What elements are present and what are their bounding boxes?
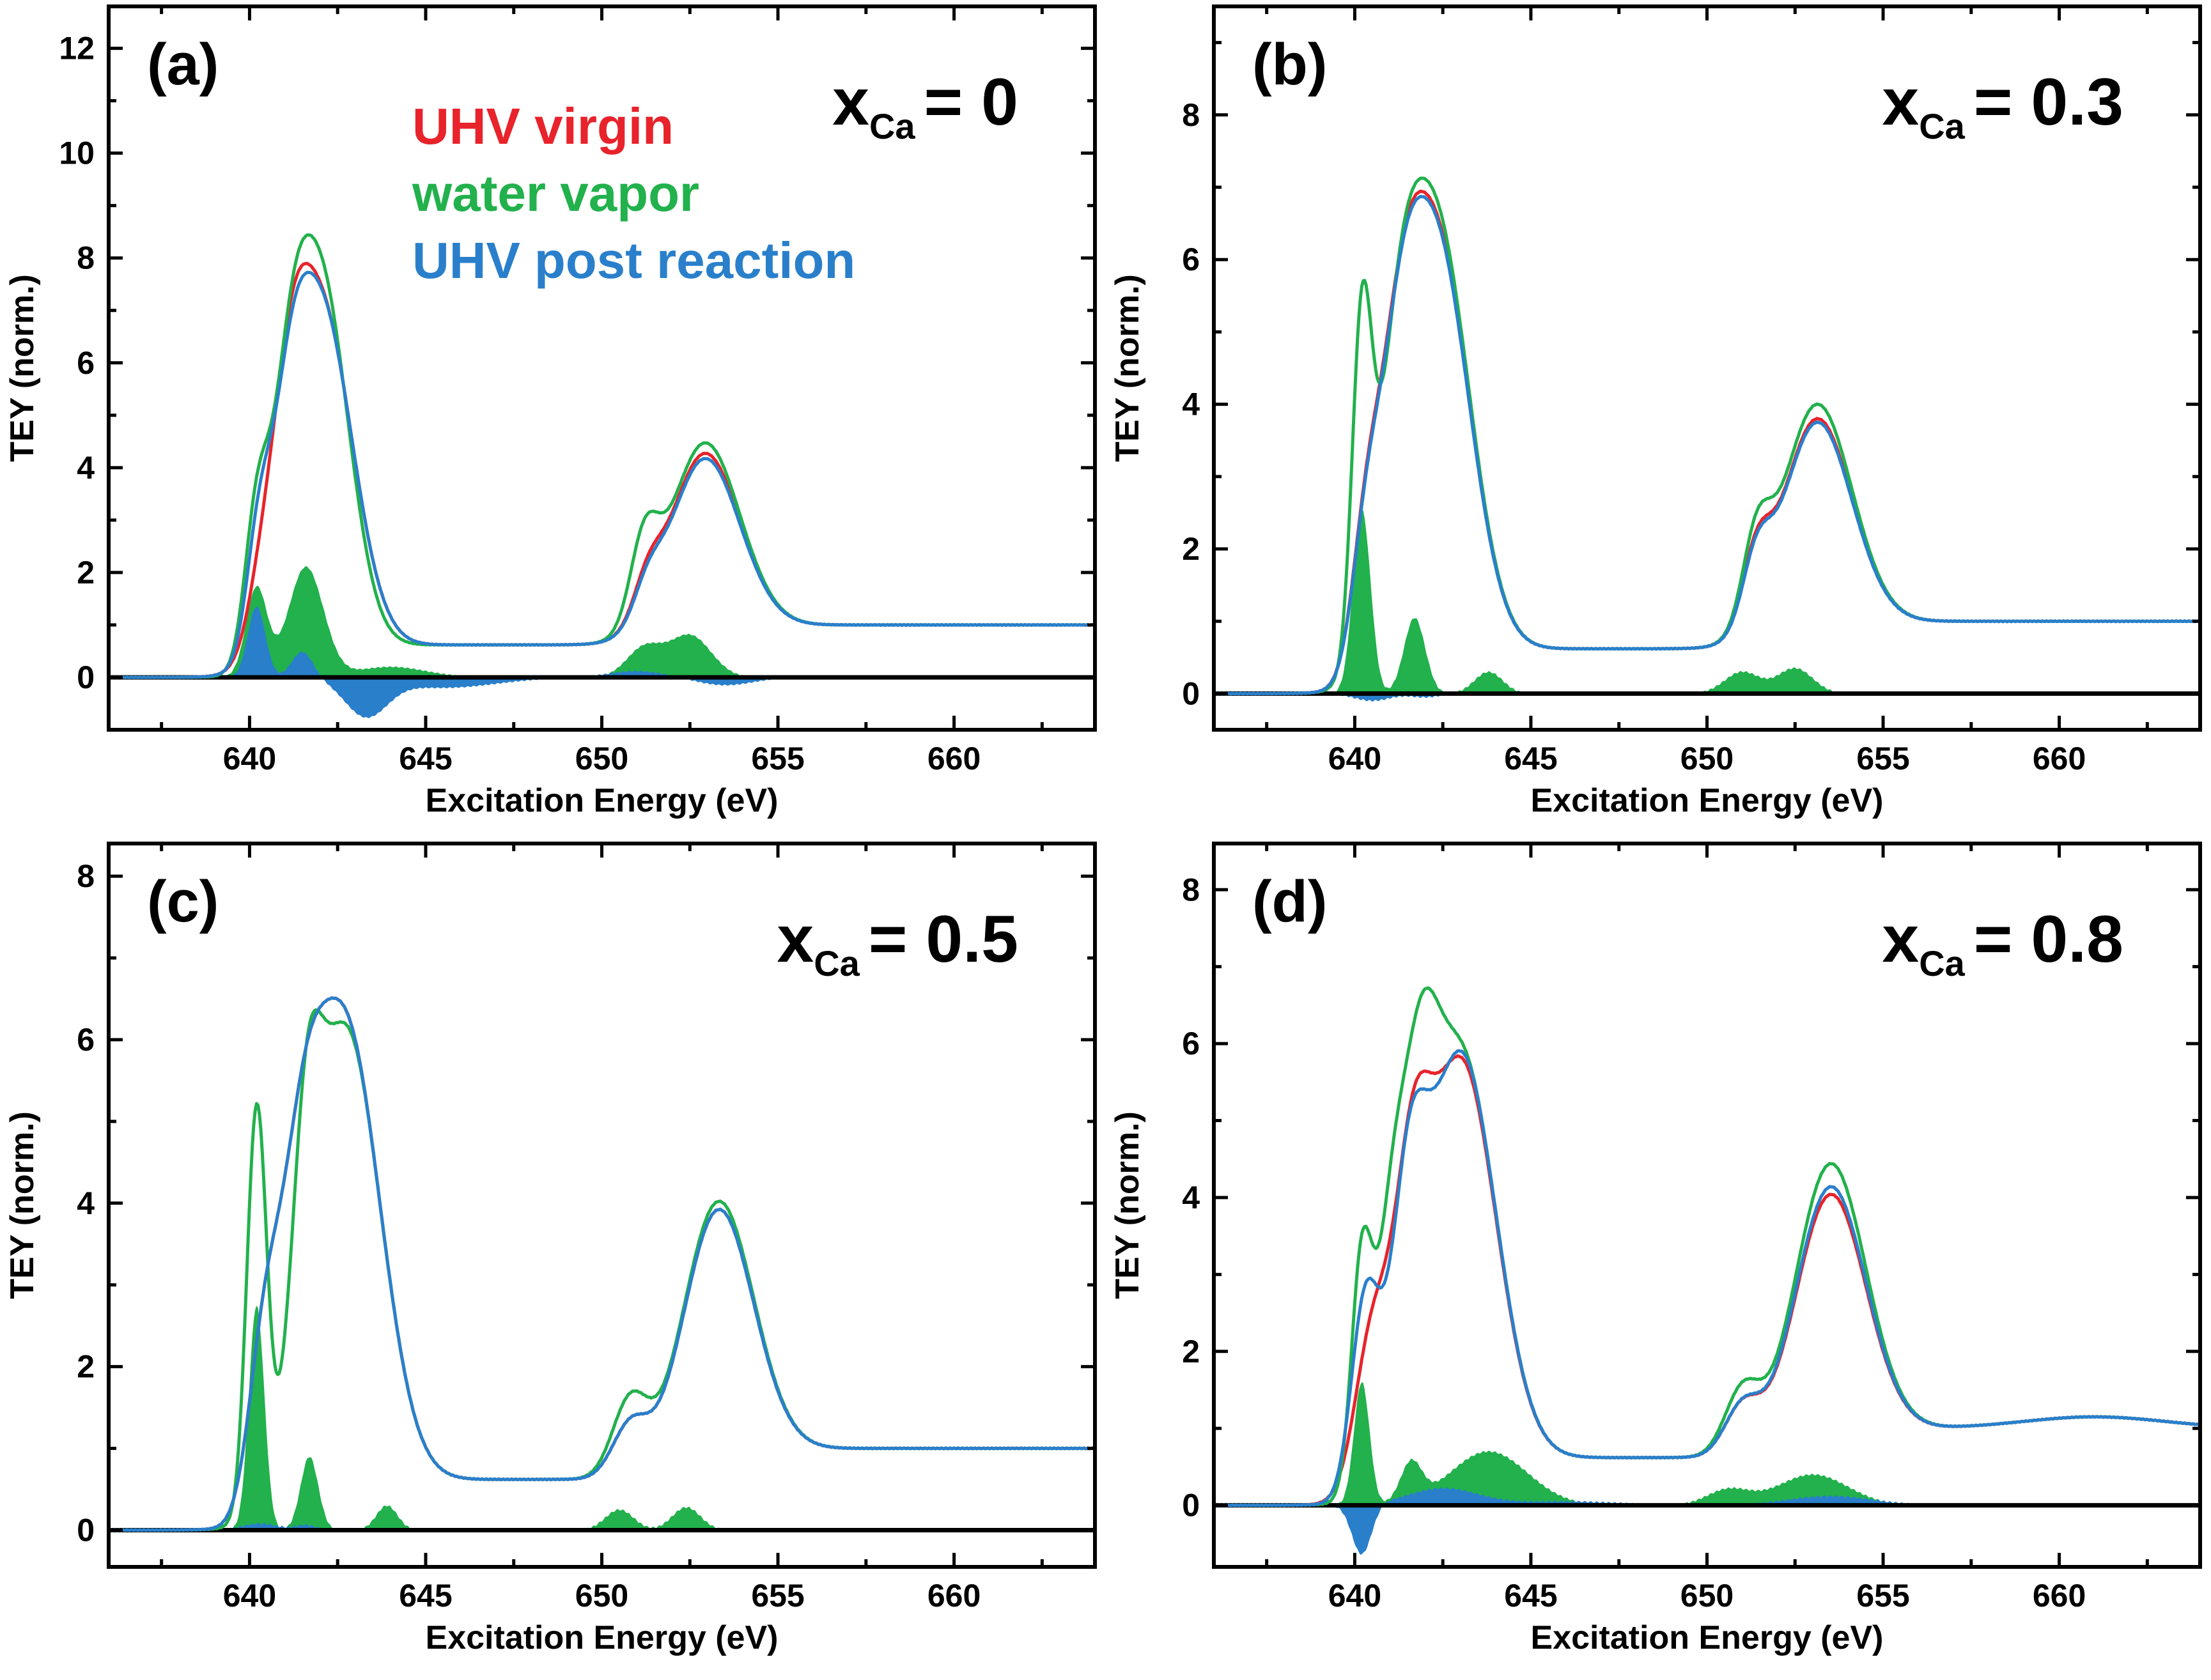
legend: UHV virgin water vapor UHV post reaction <box>412 98 855 289</box>
x-tick-label: 645 <box>399 1578 452 1614</box>
composition-subscript: Ca <box>1919 106 1965 146</box>
y-tick-label: 4 <box>1182 1180 1200 1215</box>
x-tick-label: 650 <box>575 741 628 776</box>
plot-area <box>1214 986 2200 1555</box>
y-tick-label: 10 <box>59 135 95 171</box>
y-tick-label: 6 <box>77 1022 95 1058</box>
legend-uhv-post-reaction: UHV post reaction <box>412 232 855 289</box>
composition-label: xCa = 0.3 <box>1882 65 2123 146</box>
composition-subscript: Ca <box>814 943 860 983</box>
plot-area <box>1214 176 2200 702</box>
composition-var: x <box>832 65 869 139</box>
chart-panel-d: 640 645 650 655 660 0 2 4 6 8 Excitation Energy (e… <box>1109 842 2202 1656</box>
y-tick-label: 8 <box>77 240 95 276</box>
x-axis-title: Excitation Energy (eV) <box>1531 1619 1884 1656</box>
panel-label: (c) <box>147 869 219 934</box>
y-tick-label: 8 <box>1182 872 1200 907</box>
legend-water-vapor: water vapor <box>412 165 699 222</box>
composition-value: = 0 <box>924 65 1018 139</box>
x-tick-label: 655 <box>1856 741 1909 776</box>
y-tick-label: 0 <box>1182 1488 1200 1523</box>
x-tick-label: 645 <box>399 741 452 776</box>
legend-uhv-virgin: UHV virgin <box>412 98 674 155</box>
composition-value: = 0.5 <box>869 902 1018 976</box>
x-tick-label: 660 <box>2033 1578 2086 1614</box>
y-tick-label: 0 <box>77 659 95 695</box>
x-axis-title: Excitation Energy (eV) <box>426 1619 779 1656</box>
composition-var: x <box>1882 65 1919 139</box>
x-tick-label: 640 <box>223 1578 276 1614</box>
y-axis-title: TEY (norm.) <box>4 274 41 462</box>
x-tick-label: 650 <box>1680 741 1734 776</box>
x-tick-label: 645 <box>1504 1578 1557 1614</box>
y-tick-label: 2 <box>1182 531 1200 567</box>
difference-area-post-reaction <box>109 606 1095 718</box>
y-tick-label: 4 <box>77 1185 95 1221</box>
series-line-uhv-post-reaction <box>109 270 1095 679</box>
x-tick-label: 640 <box>1328 1578 1381 1614</box>
y-tick-label: 2 <box>1182 1334 1200 1369</box>
y-tick-label: 0 <box>77 1512 95 1548</box>
composition-label: xCa = 0 <box>832 65 1018 146</box>
y-tick-label: 4 <box>77 450 95 486</box>
difference-area-water-vapor <box>109 566 1095 678</box>
y-tick-label: 12 <box>59 31 95 66</box>
composition-value: = 0.8 <box>1974 902 2123 976</box>
y-tick-label: 6 <box>1182 242 1200 277</box>
composition-label: xCa = 0.5 <box>777 902 1018 983</box>
composition-subscript: Ca <box>869 106 915 146</box>
y-tick-label: 6 <box>1182 1026 1200 1061</box>
plot-area <box>109 996 1095 1532</box>
legend-uhv-post-prefix: UHV <box>412 232 520 289</box>
x-tick-label: 655 <box>751 741 804 776</box>
chart-panel-c: 640 645 650 655 660 0 2 4 6 8 Excitation Energy (e… <box>4 842 1097 1656</box>
difference-area-water-vapor <box>1214 1382 2200 1507</box>
x-tick-label: 660 <box>927 741 981 776</box>
series-line-uhv-post-reaction <box>1214 1049 2200 1507</box>
y-axis-title: TEY (norm.) <box>1109 1111 1146 1299</box>
series-line-uhv-post-reaction <box>1214 194 2200 696</box>
panel-label: (d) <box>1252 869 1327 934</box>
composition-var: x <box>777 902 814 976</box>
x-axis-title: Excitation Energy (eV) <box>426 782 779 819</box>
x-tick-label: 660 <box>927 1578 981 1614</box>
composition-label: xCa = 0.8 <box>1882 902 2123 983</box>
x-tick-label: 650 <box>1680 1578 1734 1614</box>
chart-panel-a: 640 645 650 655 660 0 2 4 6 8 10 12 Excitation Energ… <box>4 4 1097 819</box>
x-tick-label: 655 <box>1856 1578 1909 1614</box>
composition-subscript: Ca <box>1919 943 1965 983</box>
y-tick-label: 0 <box>1182 675 1200 711</box>
y-tick-label: 4 <box>1182 387 1200 422</box>
difference-area-water-vapor <box>1214 509 2200 695</box>
y-tick-label: 6 <box>77 345 95 381</box>
panel-label: (b) <box>1252 32 1327 97</box>
composition-var: x <box>1882 902 1919 976</box>
y-tick-label: 8 <box>77 858 95 894</box>
y-axis-title: TEY (norm.) <box>1109 274 1146 462</box>
y-tick-label: 2 <box>77 555 95 590</box>
x-tick-label: 655 <box>751 1578 804 1614</box>
composition-value: = 0.3 <box>1974 65 2123 139</box>
y-tick-label: 8 <box>1182 97 1200 133</box>
legend-uhv-post-suffix: post reaction <box>534 232 855 289</box>
panel-label: (a) <box>147 32 219 97</box>
series-line-uhv-post-reaction <box>109 996 1095 1532</box>
y-axis-title: TEY (norm.) <box>4 1111 41 1299</box>
x-tick-label: 640 <box>223 741 276 776</box>
x-tick-label: 660 <box>2033 741 2086 776</box>
x-tick-label: 645 <box>1504 741 1557 776</box>
x-tick-label: 650 <box>575 1578 628 1614</box>
y-tick-label: 2 <box>77 1349 95 1385</box>
x-tick-label: 640 <box>1328 741 1381 776</box>
chart-panel-b: 640 645 650 655 660 0 2 4 6 8 Excitation Energy (e… <box>1109 4 2202 819</box>
x-axis-title: Excitation Energy (eV) <box>1531 782 1884 819</box>
plot-area <box>109 233 1095 718</box>
